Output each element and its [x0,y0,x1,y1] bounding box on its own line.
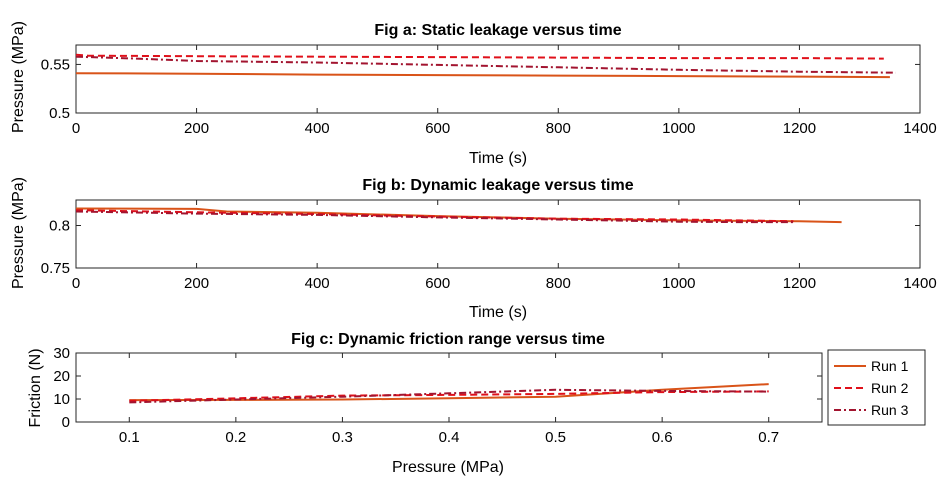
panel-b-plot-area: 0 200 400 600 800 1000 1200 1400 0.75 0.8 [41,199,937,292]
panel-c-xtick-label: 0.2 [225,429,246,446]
panel-c-title: Fig c: Dynamic friction range versus tim… [291,331,605,348]
panel-a-ylabel: Pressure (MPa) [10,21,27,133]
panel-b-xtick-label: 1000 [662,275,695,292]
panel-b-xtick-label: 200 [184,275,209,292]
legend-label-run-1: Run 1 [871,358,909,374]
panel-b-series-run-3 [75,210,794,224]
panel-b-ytick-label: 0.8 [49,218,70,235]
panel-b-ylabel: Pressure (MPa) [10,177,27,289]
legend-label-run-3: Run 3 [871,402,909,418]
panel-b-xtick-label: 1400 [903,275,936,292]
panel-c-series-run-2 [129,390,769,402]
panel-c-xtick-label: 0.6 [652,429,673,446]
panel-a-axes-box [75,44,921,114]
panel-b-title: Fig b: Dynamic leakage versus time [362,177,633,194]
legend-box [827,349,926,426]
panel-c-ytick-label: 20 [53,368,70,385]
panel-a-xtick-label: 1200 [783,120,816,137]
panel-a-ytick-label: 0.5 [49,105,70,122]
panel-b-xtick-label: 600 [425,275,450,292]
panel-c-xtick-label: 0.7 [758,429,779,446]
panel-c-plot-area: 0.1 0.2 0.3 0.4 0.5 0.6 0.7 0 10 20 30 [53,345,823,446]
panel-a-series-run-3 [75,55,896,74]
panel-b-xtick-label: 800 [546,275,571,292]
panel-c-xtick-label: 0.5 [545,429,566,446]
panel-c-ytick-label: 0 [62,414,70,431]
panel-a-xtick-label: 200 [184,120,209,137]
legend-label-run-2: Run 2 [871,380,909,396]
panel-a-xtick-label: 1400 [903,120,936,137]
panel-b-axes-box [75,199,921,269]
panel-a: Fig a: Static leakage versus time 0 200 40… [10,21,937,167]
panel-c-xtick-label: 0.1 [119,429,140,446]
panel-a-xtick-label: 600 [425,120,450,137]
panel-a-xtick-label: 1000 [662,120,695,137]
panel-b-xtick-label: 1200 [783,275,816,292]
panel-c-xlabel: Pressure (MPa) [392,459,504,476]
panel-b-ytick-label: 0.75 [41,260,70,277]
panel-a-series-run-1 [75,72,890,79]
panel-c: Fig c: Dynamic friction range versus tim… [27,331,823,476]
panel-a-ytick-label: 0.55 [41,56,70,73]
panel-a-plot-area: 0 200 400 600 800 1000 1200 1400 0.5 0.55 [41,44,937,137]
panel-b-xtick-label: 400 [305,275,330,292]
panel-b-xlabel: Time (s) [469,304,527,321]
legend: Run 1 Run 2 Run 3 [827,349,926,426]
panel-b-xtick-label: 0 [72,275,80,292]
panel-c-series-run-3 [129,388,769,404]
panel-b: Fig b: Dynamic leakage versus time 0 200 4… [10,177,937,321]
panel-a-xtick-label: 400 [305,120,330,137]
panel-c-ylabel: Friction (N) [27,348,44,427]
panel-a-series-run-2 [75,53,884,60]
panel-c-ytick-label: 30 [53,345,70,362]
panel-c-xtick-label: 0.4 [439,429,460,446]
panel-a-xtick-label: 0 [72,120,80,137]
panel-a-xtick-label: 800 [546,120,571,137]
panel-c-ytick-label: 10 [53,391,70,408]
panel-c-xtick-label: 0.3 [332,429,353,446]
panel-a-title: Fig a: Static leakage versus time [374,22,621,39]
panel-a-xlabel: Time (s) [469,150,527,167]
